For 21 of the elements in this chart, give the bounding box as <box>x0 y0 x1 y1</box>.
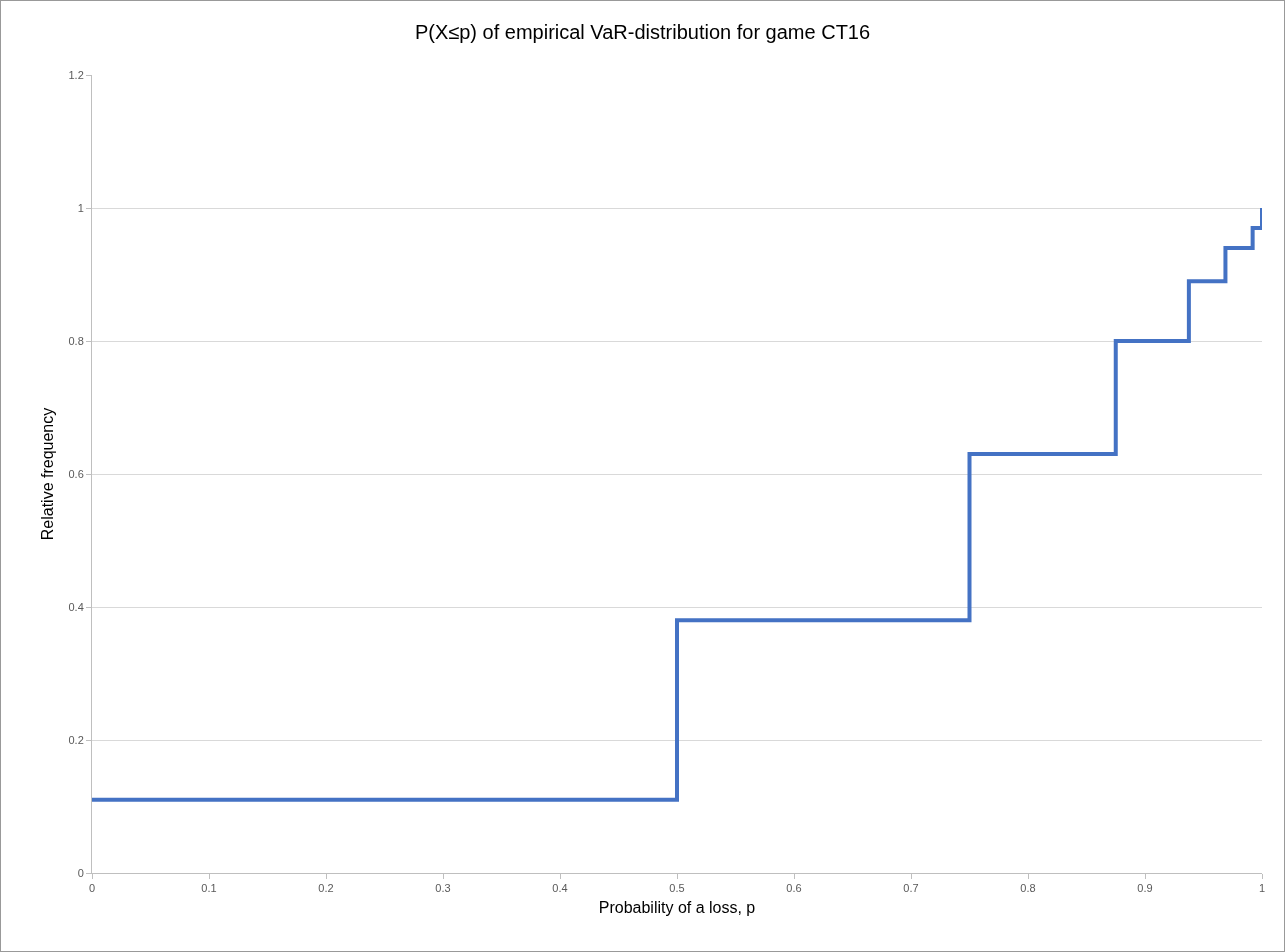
y-tick-label: 0.6 <box>68 467 84 480</box>
chart-title: P(X≤p) of empirical VaR-distribution for game CT16 <box>414 20 871 43</box>
x-tick-label: 0.4 <box>552 882 568 895</box>
x-tick-label: 0.7 <box>903 882 919 895</box>
y-tick-label: 0 <box>77 866 84 879</box>
x-tick-label: 0.2 <box>318 882 334 895</box>
x-tick-label: 0.8 <box>1020 882 1036 895</box>
x-tick-label: 0.9 <box>1137 882 1153 895</box>
y-tick-label: 0.4 <box>68 600 84 613</box>
x-axis-title: Probability of a loss, p <box>598 898 756 916</box>
y-tick-label: 0.2 <box>68 733 84 746</box>
x-tick-label: 0.6 <box>786 882 802 895</box>
y-tick-label: 0.8 <box>68 334 84 347</box>
x-tick-label: 1 <box>1258 882 1266 895</box>
x-tick-label: 0.5 <box>669 882 685 895</box>
y-axis-title: Relative frequency <box>39 407 57 541</box>
y-tick-label: 1.2 <box>68 68 84 81</box>
y-tick-label: 1 <box>77 201 84 214</box>
x-tick-label: 0 <box>88 882 96 895</box>
x-tick-label: 0.1 <box>201 882 217 895</box>
x-tick-label: 0.3 <box>435 882 451 895</box>
